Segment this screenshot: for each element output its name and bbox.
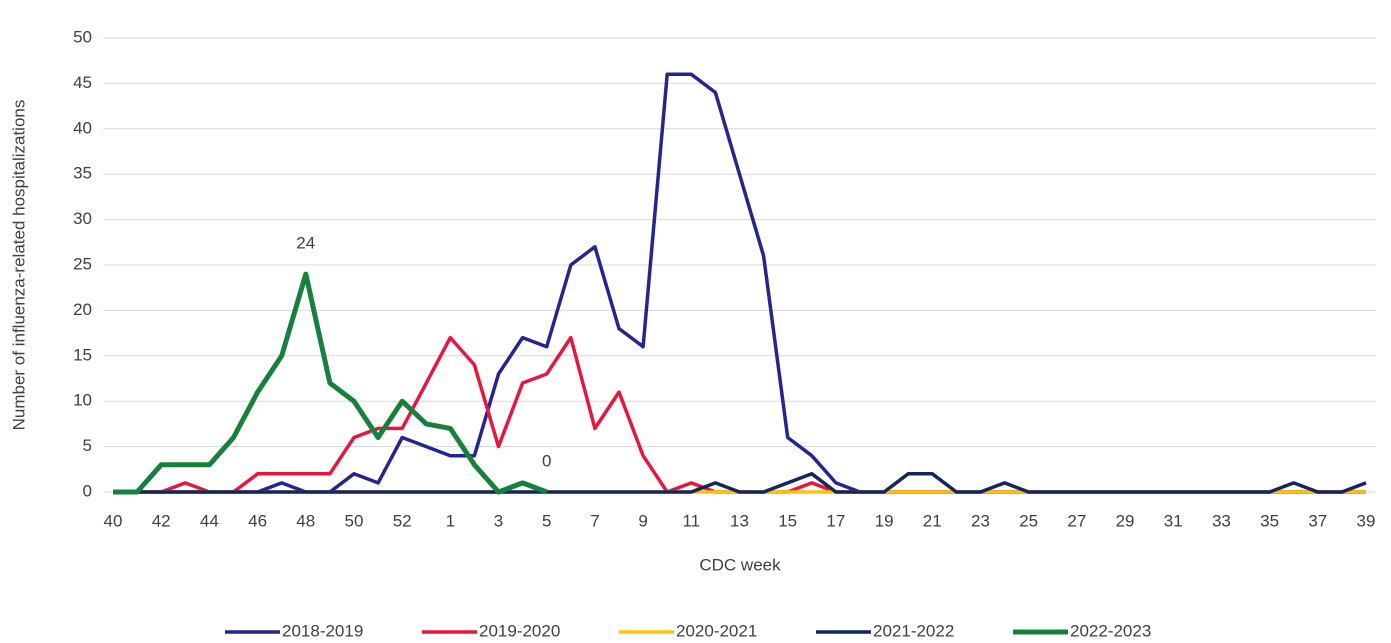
x-tick-label: 23 <box>971 511 990 530</box>
x-tick-label: 39 <box>1357 511 1376 530</box>
x-tick-label: 35 <box>1260 511 1279 530</box>
legend-label: 2022-2023 <box>1070 621 1151 640</box>
y-tick-label: 25 <box>73 254 92 273</box>
x-tick-label: 13 <box>730 511 749 530</box>
x-tick-label: 40 <box>104 511 123 530</box>
x-tick-label: 1 <box>446 511 455 530</box>
legend-label: 2019-2020 <box>479 621 560 640</box>
y-tick-label: 10 <box>73 391 92 410</box>
y-tick-label: 50 <box>73 27 92 46</box>
x-tick-label: 21 <box>923 511 942 530</box>
x-tick-label: 48 <box>296 511 315 530</box>
y-tick-label: 30 <box>73 209 92 228</box>
x-tick-label: 46 <box>248 511 267 530</box>
x-tick-label: 37 <box>1308 511 1327 530</box>
x-tick-label: 7 <box>590 511 599 530</box>
y-tick-label: 40 <box>73 118 92 137</box>
x-tick-label: 9 <box>638 511 647 530</box>
x-tick-label: 52 <box>393 511 412 530</box>
x-tick-label: 15 <box>778 511 797 530</box>
y-axis-label: Number of influenza-related hospitalizat… <box>9 100 28 431</box>
x-tick-label: 33 <box>1212 511 1231 530</box>
y-tick-label: 15 <box>73 345 92 364</box>
x-tick-label: 31 <box>1164 511 1183 530</box>
legend-label: 2020-2021 <box>676 621 757 640</box>
x-tick-label: 19 <box>875 511 894 530</box>
series-line <box>113 472 1367 494</box>
data-label: 24 <box>296 234 315 253</box>
series-line <box>113 335 1366 494</box>
x-tick-label: 17 <box>826 511 845 530</box>
legend-label: 2021-2022 <box>873 621 954 640</box>
x-tick-label: 27 <box>1067 511 1086 530</box>
x-tick-label: 11 <box>682 511 700 530</box>
y-tick-label: 35 <box>73 164 92 183</box>
data-label: 0 <box>542 451 551 470</box>
x-tick-label: 42 <box>152 511 171 530</box>
y-tick-label: 45 <box>73 73 92 92</box>
x-tick-label: 3 <box>494 511 503 530</box>
y-tick-label: 0 <box>83 481 92 500</box>
y-tick-label: 20 <box>73 300 92 319</box>
y-tick-label: 5 <box>83 436 92 455</box>
series-line <box>113 271 548 495</box>
x-tick-label: 25 <box>1019 511 1038 530</box>
x-axis-label: CDC week <box>699 555 781 574</box>
x-tick-label: 50 <box>345 511 364 530</box>
x-tick-label: 44 <box>200 511 219 530</box>
legend-label: 2018-2019 <box>282 621 363 640</box>
x-tick-label: 29 <box>1116 511 1135 530</box>
x-tick-label: 5 <box>542 511 551 530</box>
